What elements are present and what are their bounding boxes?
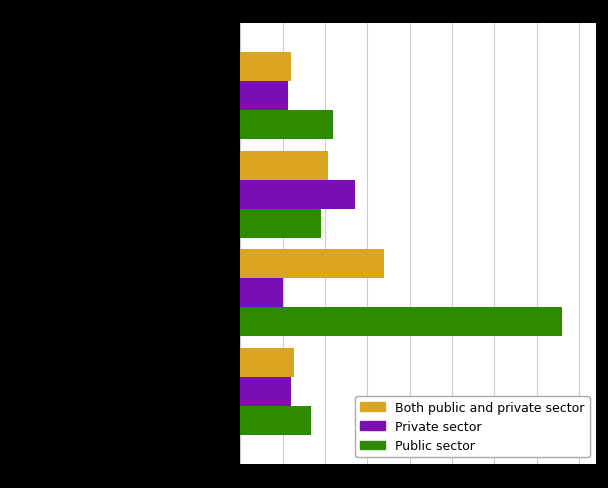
Bar [240,279,283,307]
Bar [240,406,311,435]
Bar [240,152,328,181]
Legend: Both public and private sector, Private sector, Public sector: Both public and private sector, Private … [355,396,590,457]
Bar [240,307,562,336]
Bar [240,377,291,406]
Bar [240,82,288,111]
Bar [240,111,333,140]
Bar [240,53,291,82]
Bar [240,250,384,279]
Bar [240,209,322,238]
Bar [240,348,294,377]
Bar [240,181,355,209]
